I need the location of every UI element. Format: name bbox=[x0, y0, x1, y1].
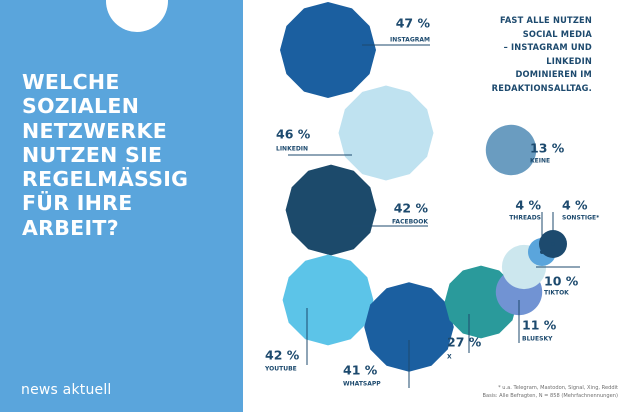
bubble-whatsapp bbox=[364, 282, 454, 372]
headline-line: SOZIALEN bbox=[22, 94, 140, 119]
category-label-whatsapp: WHATSAPP bbox=[343, 381, 381, 388]
footnote-line: * u.a. Telegram, Mastodon, Signal, Xing,… bbox=[498, 385, 618, 391]
value-label-instagram: 47 % bbox=[396, 16, 431, 31]
subtitle-line: – INSTAGRAM UND bbox=[503, 42, 592, 54]
footnote: * u.a. Telegram, Mastodon, Signal, Xing,… bbox=[398, 384, 618, 400]
category-label-sonstige: SONSTIGE* bbox=[562, 215, 600, 222]
subtitle-line: LINKEDIN bbox=[546, 55, 592, 67]
value-label-facebook: 42 % bbox=[394, 201, 429, 216]
value-label-bluesky: 11 % bbox=[522, 318, 557, 333]
value-label-sonstige: 4 % bbox=[562, 198, 588, 213]
footnote-line: Basis: Alle Befragten, N = 858 (Mehrfach… bbox=[482, 393, 618, 399]
headline-line: FÜR IHRE bbox=[22, 191, 133, 216]
value-label-x: 27 % bbox=[447, 335, 482, 350]
category-label-bluesky: BLUESKY bbox=[522, 336, 553, 343]
bubble-linkedin bbox=[338, 85, 434, 181]
value-label-tiktok: 10 % bbox=[544, 274, 579, 289]
headline-line: WELCHE bbox=[22, 70, 120, 94]
category-label-facebook: FACEBOOK bbox=[392, 219, 428, 226]
bubble-facebook bbox=[285, 164, 377, 256]
category-label-x: X bbox=[447, 354, 452, 361]
headline-line: NETZWERKE bbox=[22, 118, 167, 143]
brand-logo: news aktuell bbox=[21, 382, 112, 398]
headline-line: REGELMÄSSIG bbox=[22, 167, 189, 192]
bubble-instagram bbox=[280, 2, 376, 98]
subtitle-line: FAST ALLE NUTZEN bbox=[500, 15, 592, 26]
category-label-instagram: INSTAGRAM bbox=[390, 37, 430, 44]
value-label-youtube: 42 % bbox=[265, 348, 300, 363]
value-label-threads: 4 % bbox=[515, 198, 541, 213]
chart-subtitle: FAST ALLE NUTZEN SOCIAL MEDIA – INSTAGRA… bbox=[442, 14, 592, 96]
category-label-keine: KEINE bbox=[530, 158, 550, 165]
subtitle-line: DOMINIEREN IM bbox=[515, 69, 592, 81]
value-label-keine: 13 % bbox=[530, 141, 565, 156]
bubble-youtube bbox=[282, 254, 374, 346]
category-label-youtube: YOUTUBE bbox=[264, 366, 297, 373]
value-label-linkedin: 46 % bbox=[276, 127, 311, 142]
headline: WELCHE SOZIALEN NETZWERKE NUTZEN SIE REG… bbox=[22, 70, 237, 240]
headline-line: ARBEIT? bbox=[22, 215, 119, 240]
leader-dot-sonstige bbox=[551, 242, 555, 246]
category-label-linkedin: LINKEDIN bbox=[276, 146, 308, 153]
headline-line: NUTZEN SIE bbox=[22, 142, 163, 167]
category-label-threads: THREADS bbox=[509, 215, 541, 222]
category-label-tiktok: TIKTOK bbox=[544, 290, 569, 297]
subtitle-line: SOCIAL MEDIA bbox=[522, 28, 592, 40]
value-label-whatsapp: 41 % bbox=[343, 363, 378, 378]
left-panel: WELCHE SOZIALEN NETZWERKE NUTZEN SIE REG… bbox=[0, 0, 243, 412]
subtitle-line: REDAKTIONSALLTAG. bbox=[491, 82, 592, 94]
bubble-keine bbox=[485, 124, 537, 176]
